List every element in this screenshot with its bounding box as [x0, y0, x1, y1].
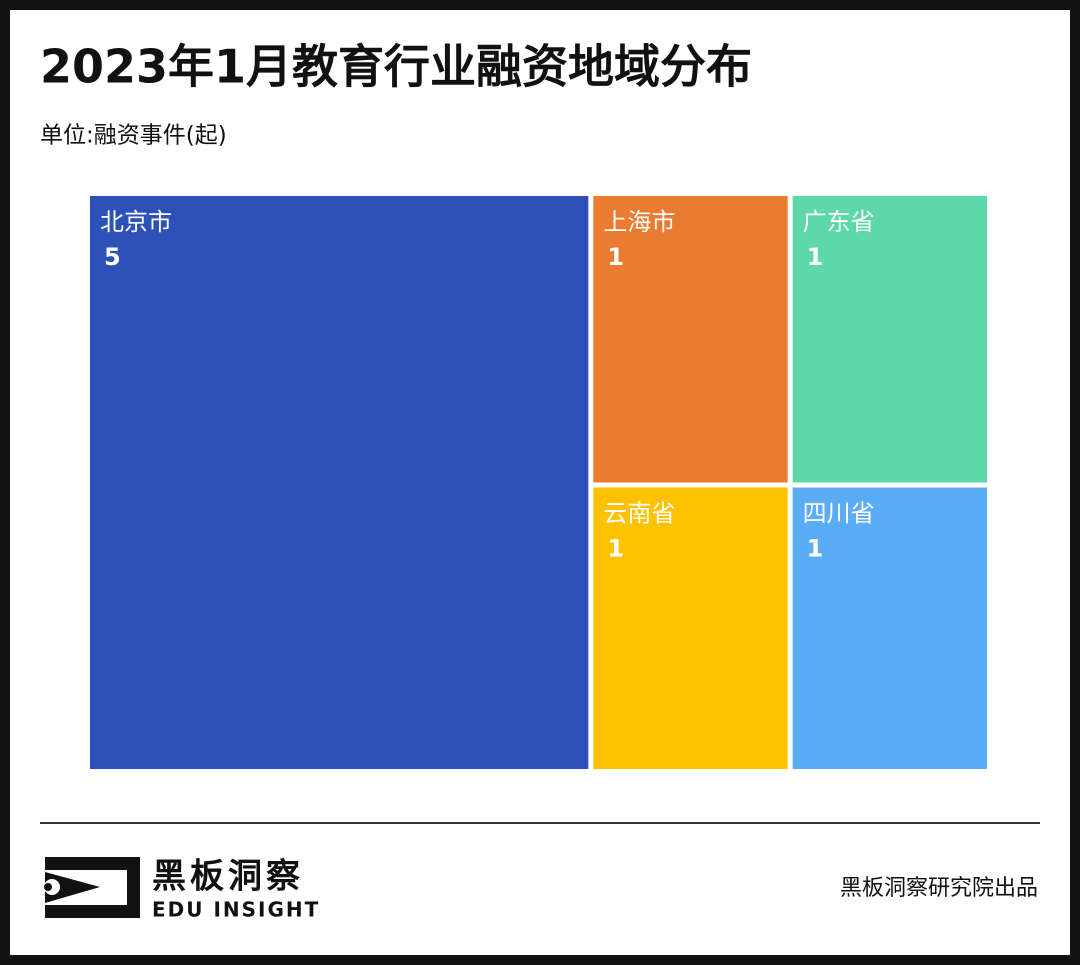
- treemap-cell: [90, 196, 589, 769]
- chart-title: 2023年1月教育行业融资地域分布: [40, 40, 752, 94]
- cell-label: 广东省: [803, 208, 875, 236]
- cell-label: 云南省: [603, 500, 675, 528]
- logo-title: 黑板洞察: [152, 857, 304, 897]
- logo-subtitle: EDU INSIGHT: [152, 898, 320, 922]
- treemap-cell: [792, 196, 987, 483]
- treemap-cell: [593, 196, 788, 483]
- cell-label: 四川省: [803, 500, 875, 528]
- cell-value: 5: [104, 243, 121, 271]
- cell-value: 1: [807, 535, 824, 563]
- chart-subtitle: 单位:融资事件(起): [40, 123, 227, 149]
- logo-icon: [44, 857, 140, 918]
- treemap-cell: [593, 487, 788, 769]
- cell-label: 北京市: [100, 208, 172, 236]
- credit: 黑板洞察研究院出品: [840, 876, 1038, 901]
- cell-label: 上海市: [603, 208, 675, 236]
- cell-value: 1: [607, 535, 624, 563]
- cell-value: 1: [607, 243, 624, 271]
- treemap-cell: [792, 487, 987, 769]
- cell-value: 1: [807, 243, 824, 271]
